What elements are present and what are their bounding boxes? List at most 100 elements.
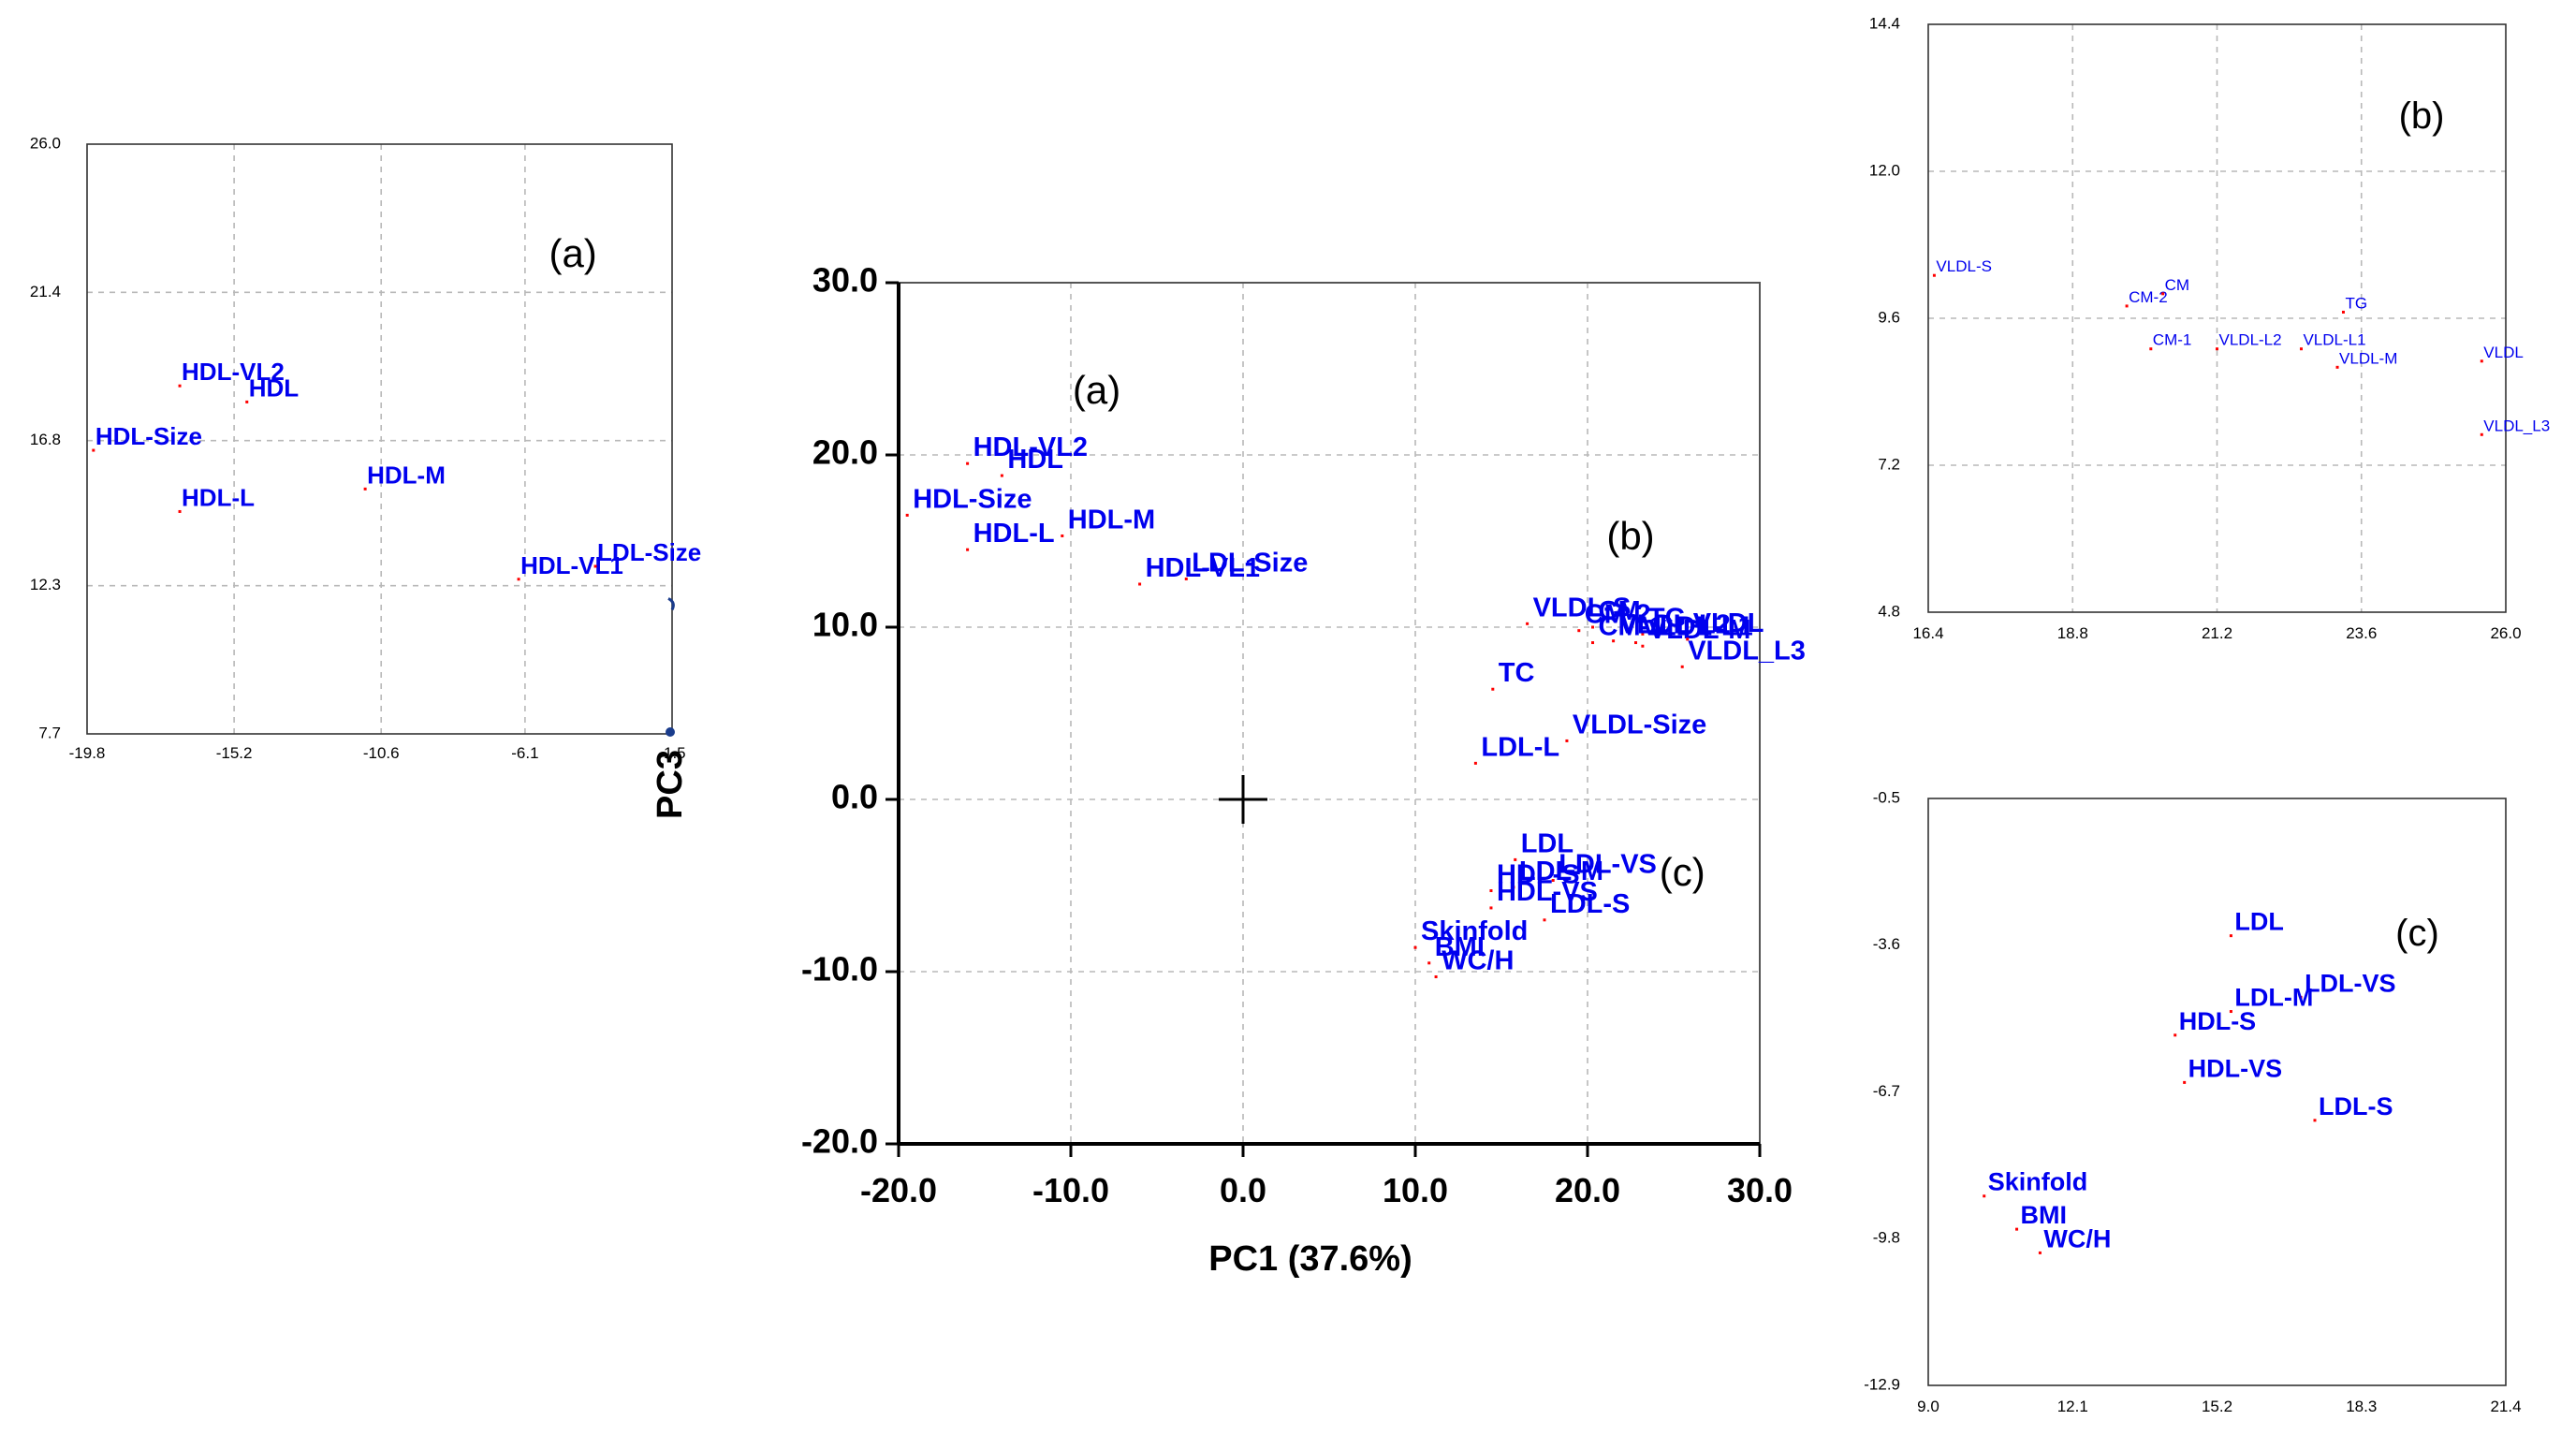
inset-c-point-label-ldl-m: LDL-M xyxy=(2234,984,2313,1012)
main-point-label-bmi: BMI xyxy=(1435,932,1485,962)
inset-b-point-label-tg: TG xyxy=(2345,294,2367,312)
main-point-ldl-vs xyxy=(1551,878,1555,882)
main-point-label-vldl-size: VLDL-Size xyxy=(1573,710,1706,739)
inset-b-ytick-label: 4.8 xyxy=(1878,602,1900,620)
main-y-axis-title: PC3 xyxy=(651,750,690,819)
inset-a-ytick-label: 26.0 xyxy=(30,134,61,152)
main-point-label-cm-1: CM-1 xyxy=(1599,612,1665,642)
inset-b-point-cm xyxy=(2161,292,2165,296)
inset-c-point-label-bmi: BMI xyxy=(2021,1201,2068,1229)
inset-a-point-label-hdl-size: HDL-Size xyxy=(95,422,202,450)
inset-a-point-label-hdl-m: HDL-M xyxy=(367,461,446,489)
main-panel-tag: (c) xyxy=(1660,850,1705,894)
main-point-label-hdl-size: HDL-Size xyxy=(913,484,1032,514)
main-point-cm-2 xyxy=(1577,629,1581,633)
main-point-label-vldl-m: VLDL-M xyxy=(1648,615,1751,645)
inset-b-point-cm-2 xyxy=(2125,304,2129,308)
inset-b-point-label-vldl-m: VLDL-M xyxy=(2339,349,2397,367)
inset-c-ytick-label: -6.7 xyxy=(1873,1082,1900,1100)
inset-a-xtick-label: -1.5 xyxy=(658,744,685,762)
inset-c-xtick-label: 12.1 xyxy=(2057,1398,2088,1415)
main-point-label-hdl-m: HDL-M xyxy=(1068,505,1155,534)
inset-c-plot-border xyxy=(1927,798,2507,1386)
main-ytick-label: 0.0 xyxy=(831,778,878,816)
inset-a-ytick-label: 12.3 xyxy=(30,576,61,593)
main-point-hdl-size xyxy=(905,513,909,517)
main-panel-tag: (b) xyxy=(1606,514,1654,558)
main-point-vldl-l2 xyxy=(1612,639,1616,643)
inset-c-ytick-label: -3.6 xyxy=(1873,935,1900,953)
inset-a-point-hdl-vl1 xyxy=(517,578,520,581)
inset-c-plot: 9.0 12.1 15.2 18.3 21.4 -12.9 -9.8 -6.7 -3.6 -0.5… xyxy=(1864,788,2521,1415)
inset-b-xtick-label: 16.4 xyxy=(1912,624,1943,642)
main-ytick-label: -20.0 xyxy=(801,1122,878,1161)
inset-b-point-label-vldl-l3: VLDL_L3 xyxy=(2483,417,2550,434)
main-point-vldl-l1 xyxy=(1634,641,1638,645)
inset-b-point-label-cm-2: CM-2 xyxy=(2129,288,2168,306)
inset-c-point-bmi xyxy=(2015,1227,2019,1231)
inset-b-ytick-label: 12.0 xyxy=(1869,161,1900,179)
main-ytick-label: 20.0 xyxy=(812,433,878,472)
main-xtick-label: 0.0 xyxy=(1220,1171,1266,1209)
inset-a-point-label-hdl: HDL xyxy=(249,373,300,402)
inset-c-point-ldl-s xyxy=(2313,1119,2317,1122)
main-point-label-hdl-vl2: HDL-VL2 xyxy=(973,432,1088,462)
main-point-bmi xyxy=(1427,961,1431,965)
main-point-label-hdl-s: HDL-S xyxy=(1497,860,1580,890)
inset-c-point-label-hdl-s: HDL-S xyxy=(2179,1007,2257,1035)
main-point-label-vldl-l3: VLDL_L3 xyxy=(1688,636,1806,666)
inset-c-panel-tag: (c) xyxy=(2395,913,2439,954)
main-point-label-vldl-l2: VLDL-L2 xyxy=(1619,610,1731,640)
inset-a-point-label-ldl-size: LDL-Size xyxy=(597,538,701,566)
main-point-label-tg: TG xyxy=(1648,603,1686,633)
inset-b-point-vldl-l3 xyxy=(2480,432,2483,436)
main-point-tg xyxy=(1641,632,1645,636)
main-point-hdl-vs xyxy=(1489,906,1493,910)
main-point-ldl-m xyxy=(1512,886,1515,889)
main-point-label-cm: CM xyxy=(1599,596,1641,626)
main-xtick-label: -10.0 xyxy=(1032,1171,1109,1209)
inset-c-point-skinfold xyxy=(1983,1194,1986,1198)
inset-b-point-vldl-l1 xyxy=(2299,347,2303,351)
inset-a-point-ldl-size xyxy=(593,564,597,568)
inset-a-ytick-label: 7.7 xyxy=(38,724,61,741)
inset-c-point-hdl-vs xyxy=(2183,1080,2187,1084)
inset-a-point-hdl-size xyxy=(92,448,95,452)
main-point-hdl-s xyxy=(1489,889,1493,893)
inset-b-ytick-label: 9.6 xyxy=(1878,308,1900,326)
main-point-skinfold xyxy=(1413,945,1417,949)
main-point-label-tc: TC xyxy=(1499,658,1535,688)
inset-a-xtick-label: -15.2 xyxy=(216,744,253,762)
main-point-ldl-l xyxy=(1473,761,1477,765)
inset-b-plot-border xyxy=(1927,23,2507,613)
main-point-ldl-s xyxy=(1543,918,1546,922)
inset-b-xtick-label: 18.8 xyxy=(2057,624,2088,642)
main-point-label-skinfold: Skinfold xyxy=(1421,916,1528,946)
main-point-hdl-vl1 xyxy=(1138,582,1142,586)
inset-a-xtick-label: -10.6 xyxy=(363,744,400,762)
inset-c-xtick-label: 21.4 xyxy=(2490,1398,2521,1415)
main-xtick-label: 20.0 xyxy=(1555,1171,1620,1209)
inset-b-point-tg xyxy=(2341,310,2345,314)
main-xtick-label: 10.0 xyxy=(1383,1171,1448,1209)
main-point-label-vldl-s: VLDL-S xyxy=(1533,593,1632,622)
inset-c-point-label-wc-h: WC/H xyxy=(2043,1224,2111,1252)
main-point-label-ldl-vs: LDL-VS xyxy=(1559,849,1657,879)
inset-c-point-label-ldl-s: LDL-S xyxy=(2319,1092,2393,1120)
main-point-label-vldl-l1: VLDL-L1 xyxy=(1642,612,1753,642)
inset-c-point-hdl-s xyxy=(2174,1033,2177,1037)
inset-b-point-cm-1 xyxy=(2149,347,2153,351)
inset-a-ytick-label: 16.8 xyxy=(30,431,61,448)
main-point-hdl-m xyxy=(1061,534,1064,537)
main-point-hdl xyxy=(1000,474,1003,477)
inset-b-ytick-label: 7.2 xyxy=(1878,455,1900,473)
inset-b-point-label-vldl: VLDL xyxy=(2483,344,2524,361)
inset-c-ytick-label: -9.8 xyxy=(1873,1229,1900,1247)
main-point-label-hdl: HDL xyxy=(1007,445,1063,475)
inset-a-edge-mark xyxy=(667,597,675,611)
main-point-label-cm-2: CM-2 xyxy=(1585,600,1651,630)
main-point-label-vldl: VLDL xyxy=(1693,608,1764,638)
inset-b-xtick-label: 26.0 xyxy=(2490,624,2521,642)
main-point-ldl xyxy=(1514,857,1517,861)
inset-b-point-label-cm: CM xyxy=(2165,276,2189,294)
